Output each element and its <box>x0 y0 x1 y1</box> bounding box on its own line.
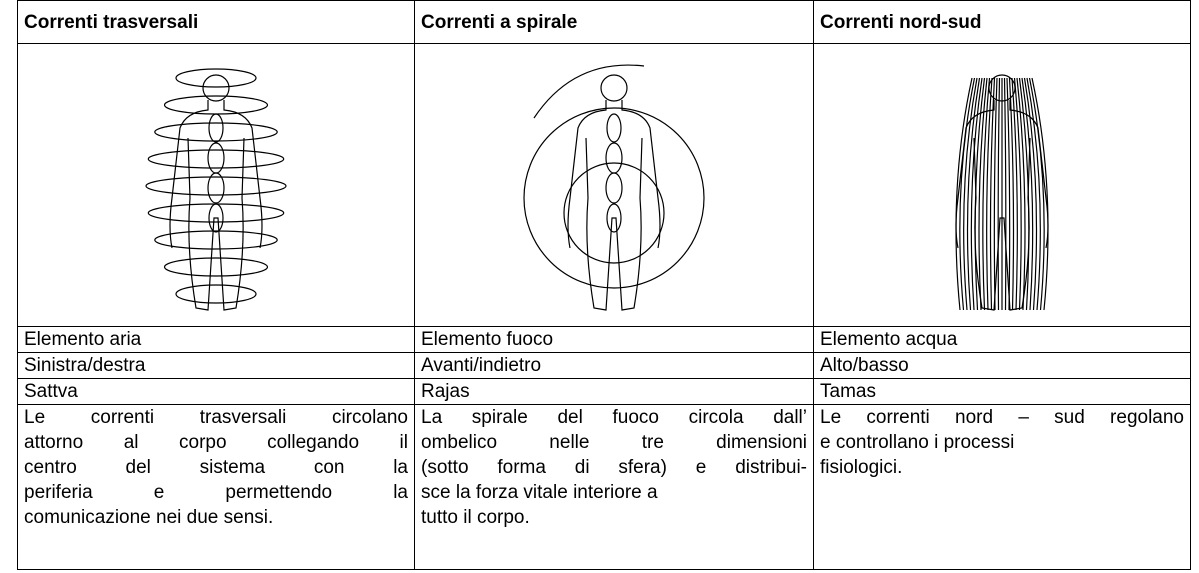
row: Sinistra/destra Avanti/indietro Alto/basso <box>17 352 1191 379</box>
cell: Elemento aria <box>17 326 415 353</box>
image-cell <box>17 43 415 327</box>
text-line: tutto il corpo. <box>421 507 530 528</box>
row: Sattva Rajas Tamas <box>17 378 1191 405</box>
text-line: e controllano i processi <box>820 432 1015 453</box>
text-line: centro del sistema con la <box>24 457 408 478</box>
illustration <box>523 64 705 311</box>
header-cell: Correnti a spirale <box>414 0 814 44</box>
text-line: comunicazione nei due sensi. <box>24 507 274 528</box>
image-cell <box>414 43 814 327</box>
text-line: La spirale del fuoco circola dall’ <box>421 407 807 428</box>
text-line: ombelico nelle tre dimensioni <box>421 432 807 453</box>
cell: Rajas <box>414 378 814 405</box>
cell: Avanti/indietro <box>414 352 814 379</box>
text-line: fisiologici. <box>820 457 903 478</box>
image-cell <box>813 43 1191 327</box>
cell: Tamas <box>813 378 1191 405</box>
table-body: Correnti trasversali Correnti a spirale Co… <box>17 0 1191 570</box>
table: Correnti trasversali Correnti a spirale Co… <box>17 0 1191 570</box>
cell: Elemento acqua <box>813 326 1191 353</box>
description-row: Le correnti trasversali circolano attorno… <box>17 404 1191 570</box>
cell: Elemento fuoco <box>414 326 814 353</box>
text-line: sce la forza vitale interiore a <box>421 482 658 503</box>
cell: Alto/basso <box>813 352 1191 379</box>
text-line: periferia e permettendo la <box>24 482 408 503</box>
description-cell: Le correnti nord – sud regolano e control… <box>813 404 1191 570</box>
text-line: Le correnti nord – sud regolano <box>820 407 1184 428</box>
text-line: attorno al corpo collegando il <box>24 432 408 453</box>
image-row <box>17 43 1191 327</box>
cell: Sattva <box>17 378 415 405</box>
header-cell: Correnti nord-sud <box>813 0 1191 44</box>
description-cell: La spirale del fuoco circola dall’ ombeli… <box>414 404 814 570</box>
text-line: (sotto forma di sfera) e distribui- <box>421 457 807 478</box>
description-cell: Le correnti trasversali circolano attorno… <box>17 404 415 570</box>
text-line: Le correnti trasversali circolano <box>24 407 408 428</box>
cell: Sinistra/destra <box>17 352 415 379</box>
header-cell: Correnti trasversali <box>17 0 415 44</box>
illustration <box>955 73 1049 311</box>
illustration <box>145 67 287 311</box>
header-row: Correnti trasversali Correnti a spirale Co… <box>17 0 1191 44</box>
row: Elemento aria Elemento fuoco Elemento acqu… <box>17 326 1191 353</box>
